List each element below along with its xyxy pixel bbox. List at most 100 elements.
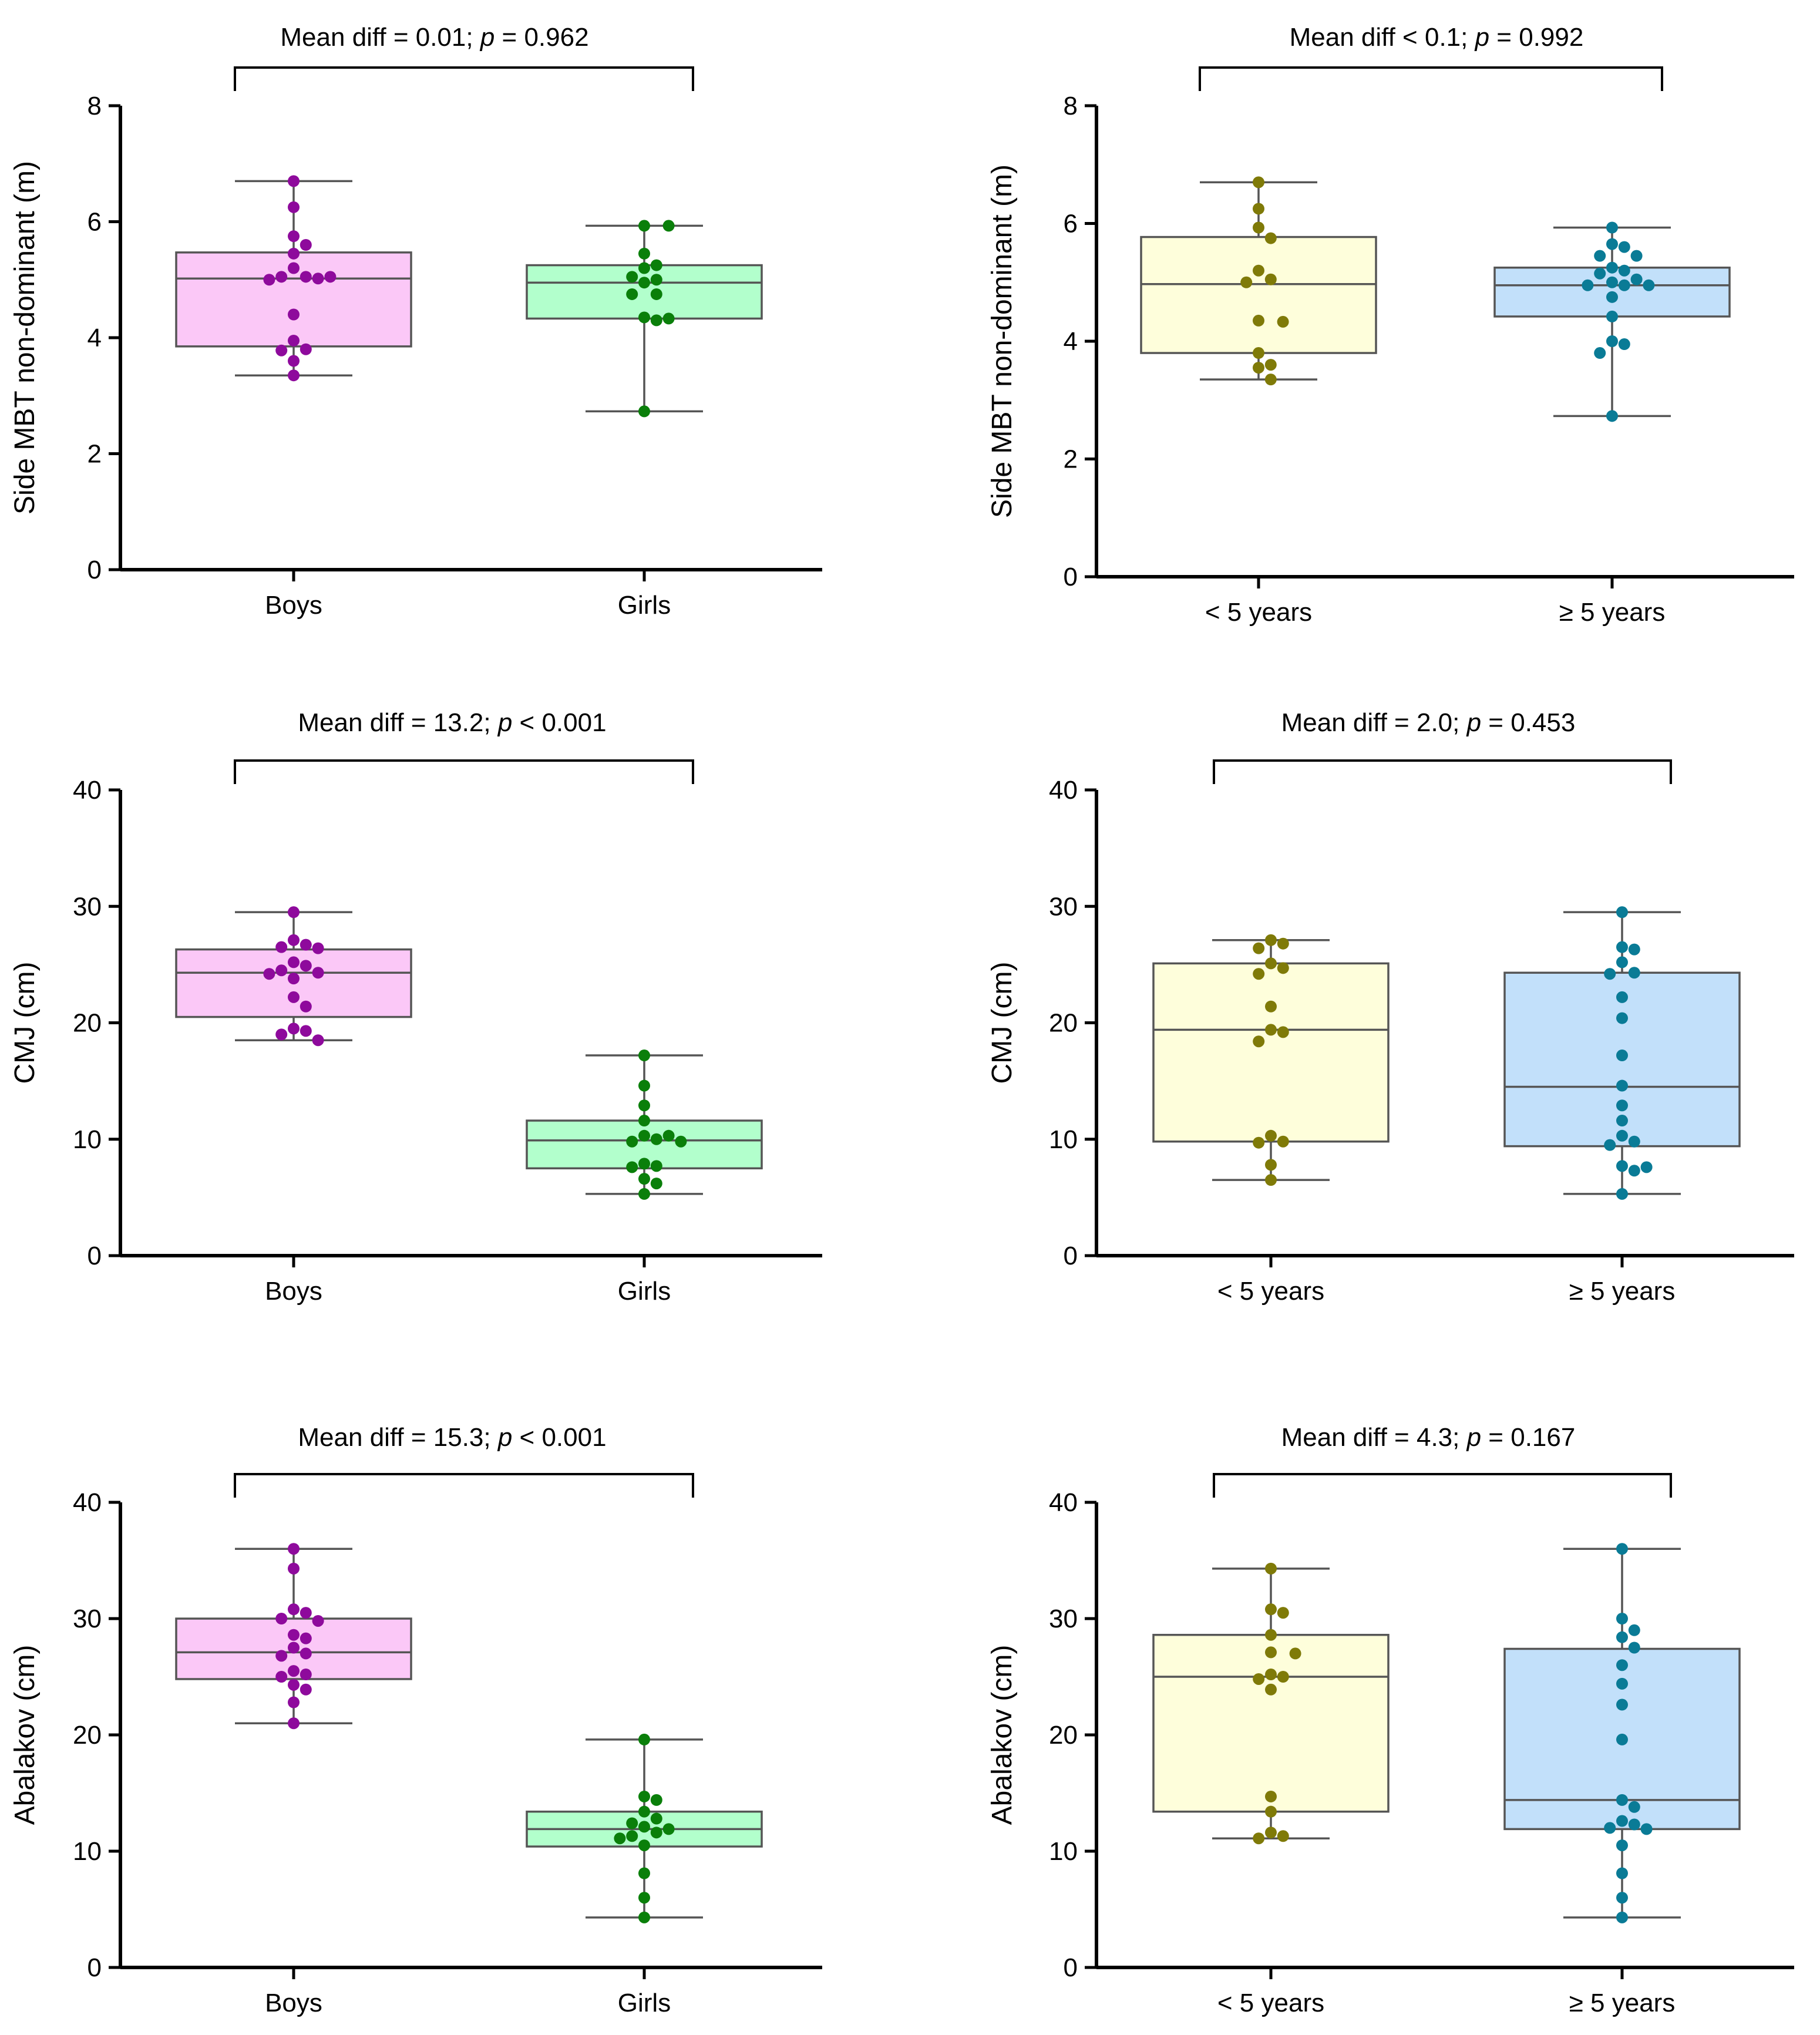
data-point xyxy=(275,344,288,356)
data-point xyxy=(275,964,288,977)
data-point xyxy=(1253,1136,1265,1149)
category-label: Girls xyxy=(618,1277,671,1306)
data-point xyxy=(300,239,312,251)
data-point xyxy=(288,1717,300,1730)
panel-sidembt-sex: 0 2 4 6 8 Side MBT non-dominant (m) Boys Girls M… xyxy=(9,23,822,620)
data-point xyxy=(638,1839,650,1852)
data-point xyxy=(288,201,300,213)
data-point xyxy=(1616,1815,1628,1827)
category-label: Boys xyxy=(265,1989,322,2017)
data-point xyxy=(288,1679,300,1691)
data-point xyxy=(638,1733,650,1745)
data-point xyxy=(1606,261,1618,274)
data-point xyxy=(1616,1079,1628,1092)
category-label: < 5 years xyxy=(1205,598,1312,627)
y-tick-label: 20 xyxy=(1049,1721,1078,1750)
data-point xyxy=(638,220,650,232)
data-point xyxy=(288,175,300,187)
data-point xyxy=(638,1805,650,1818)
data-point xyxy=(1618,279,1630,291)
data-point xyxy=(300,960,312,972)
y-tick-label: 20 xyxy=(73,1009,102,1038)
group-0: < 5 years xyxy=(1140,176,1377,627)
data-point xyxy=(288,355,300,367)
data-point xyxy=(1628,967,1640,979)
y-tick-label: 2 xyxy=(1064,445,1078,474)
panel-cmj-exp: 0 10 20 30 40 CMJ (cm) < 5 years ≥ 5 years Mean … xyxy=(987,708,1794,1306)
data-point xyxy=(1265,1827,1277,1839)
data-point xyxy=(1616,1543,1628,1555)
data-point xyxy=(1253,264,1264,277)
data-point xyxy=(650,274,662,286)
y-axis-title: Side MBT non-dominant (m) xyxy=(9,161,41,514)
data-point xyxy=(1616,1099,1628,1112)
data-point xyxy=(1265,957,1277,970)
data-point xyxy=(1630,273,1643,285)
box-iqr xyxy=(1152,1633,1390,1813)
data-point xyxy=(1640,1161,1653,1173)
data-point xyxy=(288,906,300,919)
data-point xyxy=(1277,1135,1289,1148)
data-point xyxy=(288,1642,300,1654)
data-point xyxy=(638,311,650,324)
data-point xyxy=(1616,1160,1628,1172)
data-point xyxy=(662,220,675,232)
y-axis-title: Side MBT non-dominant (m) xyxy=(987,164,1018,518)
data-point xyxy=(650,1178,662,1190)
y-axis-title: CMJ (cm) xyxy=(987,962,1018,1084)
data-point xyxy=(1264,374,1277,386)
category-label: ≥ 5 years xyxy=(1569,1989,1676,2017)
data-point xyxy=(288,934,300,946)
category-label: Boys xyxy=(265,1277,322,1306)
data-point xyxy=(650,1827,662,1839)
category-label: Girls xyxy=(618,591,671,620)
group-1: ≥ 5 years xyxy=(1493,221,1731,627)
significance-bracket xyxy=(1213,1473,1672,1498)
data-point xyxy=(288,973,300,985)
y-tick-label: 0 xyxy=(88,1953,102,1982)
data-point xyxy=(1265,1629,1277,1641)
data-point xyxy=(1628,1642,1640,1654)
data-point xyxy=(650,314,662,327)
y-tick-label: 0 xyxy=(1064,1953,1078,1982)
data-point xyxy=(288,247,300,260)
data-point xyxy=(1604,1822,1616,1834)
data-point xyxy=(1616,991,1628,1003)
data-point xyxy=(1616,1733,1628,1745)
mean-diff-annotation: Mean diff < 0.1; p = 0.992 xyxy=(1290,23,1584,52)
data-point xyxy=(1616,941,1628,953)
data-point xyxy=(1265,1669,1277,1681)
data-point xyxy=(1289,1647,1301,1660)
category-label: < 5 years xyxy=(1217,1989,1324,2017)
mean-diff-annotation: Mean diff = 4.3; p = 0.167 xyxy=(1281,1423,1576,1452)
data-point xyxy=(1277,315,1289,328)
y-tick-label: 30 xyxy=(73,1605,102,1633)
data-point xyxy=(1265,1603,1277,1616)
data-point xyxy=(1606,291,1618,303)
y-tick-label: 10 xyxy=(1049,1125,1078,1154)
data-point xyxy=(1616,1050,1628,1062)
y-tick-label: 0 xyxy=(1064,563,1078,591)
y-tick-label: 20 xyxy=(73,1721,102,1750)
y-tick-label: 10 xyxy=(73,1837,102,1866)
data-point xyxy=(638,247,650,260)
data-point xyxy=(626,1830,638,1842)
data-point xyxy=(275,1671,288,1683)
data-point xyxy=(626,1817,638,1829)
data-point xyxy=(638,1911,650,1923)
data-point xyxy=(1616,1659,1628,1671)
data-point xyxy=(300,1647,312,1660)
data-point xyxy=(1277,937,1289,950)
data-point xyxy=(638,1099,650,1112)
data-point xyxy=(626,1135,638,1148)
data-point xyxy=(1616,1613,1628,1624)
data-point xyxy=(300,1607,312,1619)
group-1: Girls xyxy=(526,220,763,620)
y-tick-label: 10 xyxy=(1049,1837,1078,1866)
data-point xyxy=(614,1832,626,1845)
category-label: ≥ 5 years xyxy=(1559,598,1666,627)
group-1: ≥ 5 years xyxy=(1503,906,1741,1306)
data-point xyxy=(1265,1790,1277,1802)
y-tick-label: 10 xyxy=(73,1125,102,1154)
data-point xyxy=(638,1892,650,1904)
